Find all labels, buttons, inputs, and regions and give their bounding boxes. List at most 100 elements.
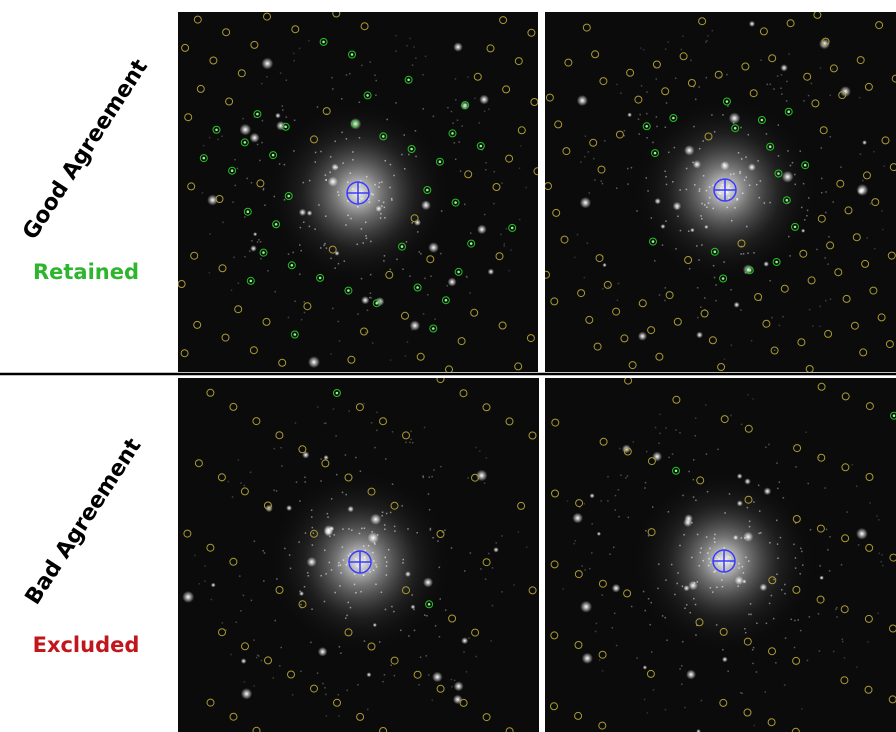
noise: [784, 684, 786, 686]
noise: [345, 454, 347, 456]
matched-center: [294, 333, 297, 336]
noise: [246, 178, 248, 180]
bragg-spot: [743, 532, 753, 542]
noise: [714, 534, 716, 536]
bragg-spot: [423, 577, 433, 587]
noise: [369, 571, 371, 573]
noise: [407, 528, 409, 530]
noise: [820, 67, 822, 69]
noise: [325, 573, 327, 575]
noise: [704, 297, 706, 299]
noise: [415, 156, 417, 158]
noise: [384, 255, 386, 257]
noise: [466, 671, 468, 673]
noise: [858, 544, 860, 546]
noise: [699, 148, 701, 150]
noise: [257, 144, 259, 146]
noise: [602, 670, 604, 672]
noise: [395, 102, 397, 104]
noise: [769, 84, 771, 86]
matched-center: [672, 117, 675, 120]
noise: [422, 74, 424, 76]
noise: [803, 100, 805, 102]
noise: [347, 602, 349, 604]
noise: [490, 640, 492, 642]
noise: [599, 659, 601, 661]
noise: [305, 532, 307, 534]
noise: [775, 662, 777, 664]
noise: [664, 300, 666, 302]
noise: [259, 160, 261, 162]
noise: [369, 202, 371, 204]
bragg-spot: [654, 198, 660, 204]
noise: [675, 429, 677, 431]
noise: [880, 561, 882, 563]
noise: [836, 607, 838, 609]
noise: [375, 94, 377, 96]
noise: [646, 113, 648, 115]
noise: [338, 565, 340, 567]
noise: [791, 619, 793, 621]
noise: [407, 341, 409, 343]
noise: [451, 547, 453, 549]
noise: [765, 691, 767, 693]
noise: [668, 457, 670, 459]
noise: [338, 263, 340, 265]
noise: [778, 155, 780, 157]
noise: [842, 641, 844, 643]
noise: [749, 526, 751, 528]
noise: [651, 217, 653, 219]
bragg-spot: [572, 513, 583, 524]
noise: [722, 586, 724, 588]
noise: [724, 358, 726, 360]
noise: [386, 561, 388, 563]
noise: [819, 565, 821, 567]
noise: [513, 584, 515, 586]
noise: [721, 579, 723, 581]
noise: [883, 165, 885, 167]
matched-center: [722, 277, 725, 280]
matched-center: [215, 129, 218, 132]
noise: [702, 140, 704, 142]
noise: [251, 600, 253, 602]
bragg-spot: [722, 657, 728, 663]
noise: [680, 230, 682, 232]
bragg-spot: [276, 121, 286, 131]
noise: [695, 417, 697, 419]
noise: [364, 556, 366, 558]
noise: [282, 109, 284, 111]
noise: [851, 464, 853, 466]
noise: [239, 575, 241, 577]
noise: [466, 277, 468, 279]
noise: [293, 150, 295, 152]
noise: [289, 554, 291, 556]
noise: [779, 481, 781, 483]
noise: [668, 511, 670, 512]
noise: [300, 227, 302, 229]
noise: [738, 563, 740, 565]
noise: [728, 185, 730, 187]
bragg-spot: [737, 500, 743, 506]
noise: [675, 78, 677, 80]
noise: [780, 87, 782, 89]
noise: [681, 683, 683, 685]
noise: [303, 221, 305, 223]
noise: [394, 526, 396, 528]
noise: [651, 602, 653, 604]
bragg-spot: [375, 205, 381, 211]
noise: [830, 298, 832, 300]
noise: [725, 558, 727, 560]
noise: [492, 567, 494, 569]
noise: [404, 168, 406, 170]
noise: [381, 515, 383, 517]
noise: [709, 186, 711, 188]
noise: [485, 162, 487, 164]
noise: [468, 637, 470, 639]
matched-center: [470, 242, 473, 245]
noise: [677, 572, 679, 574]
noise: [337, 321, 339, 323]
noise: [386, 574, 388, 576]
noise: [662, 244, 664, 246]
noise: [738, 567, 740, 569]
bragg-spot: [308, 356, 320, 368]
